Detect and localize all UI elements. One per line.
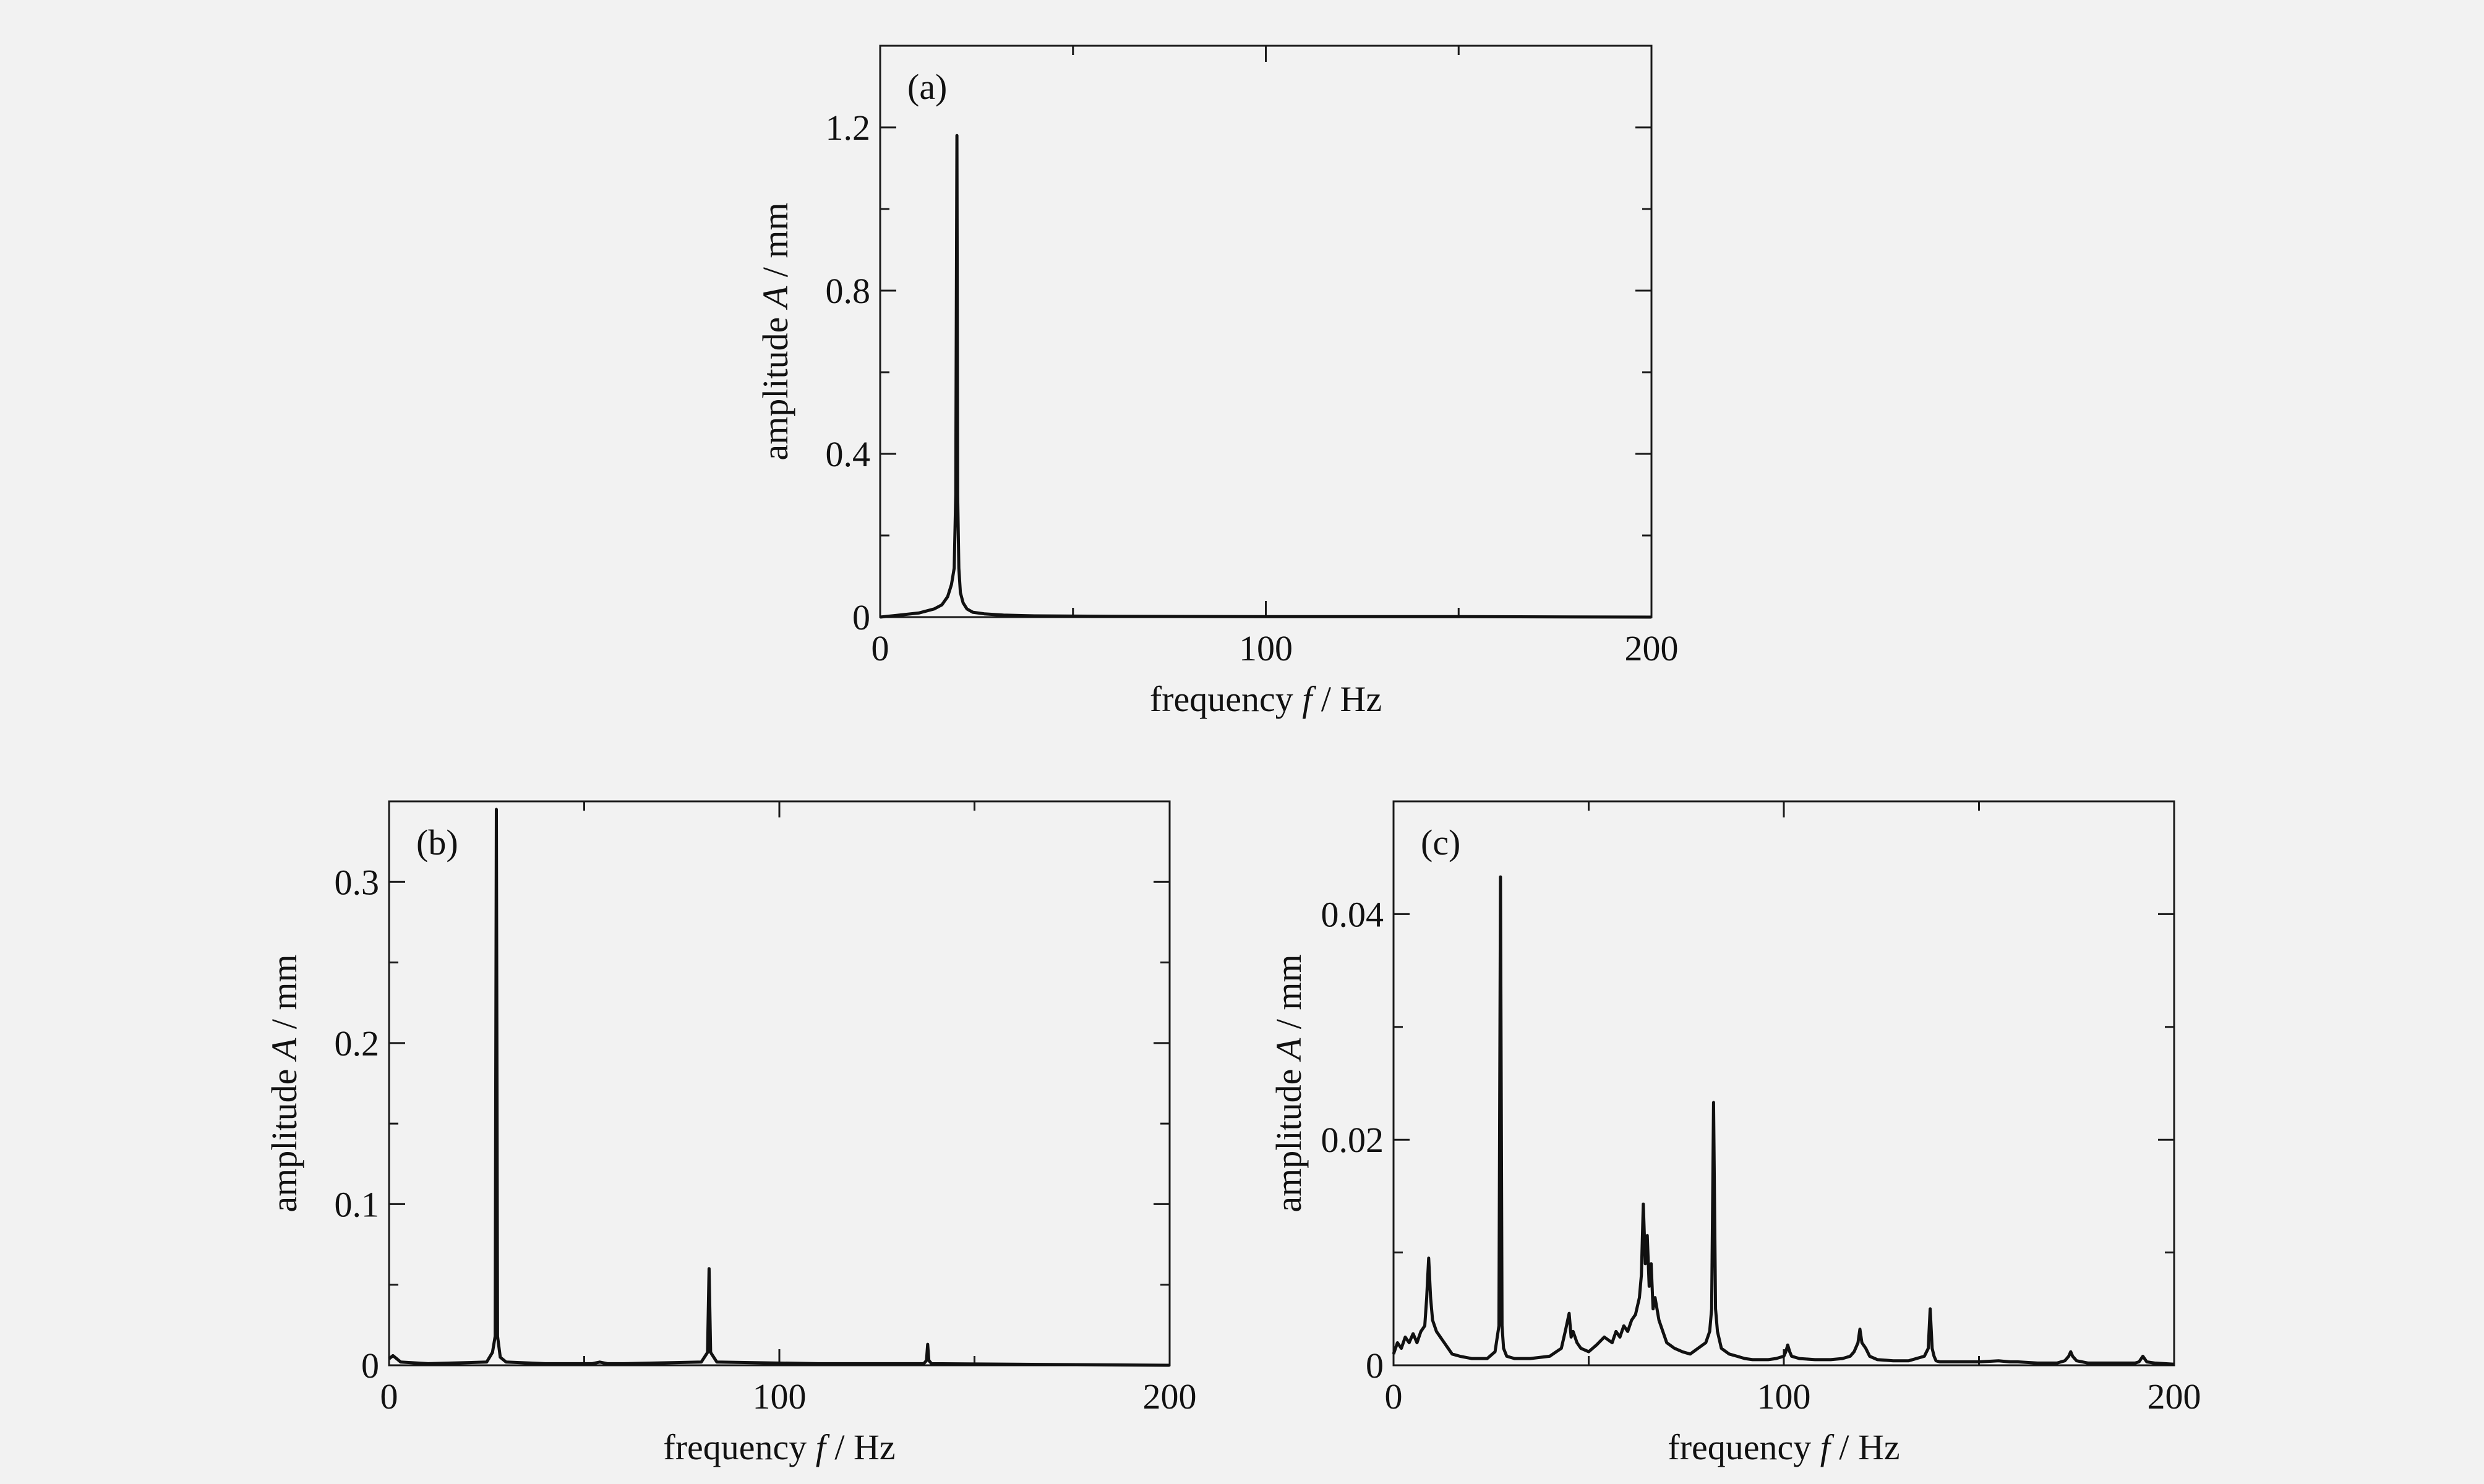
y-axis-label: amplitude A / mm [1269, 954, 1309, 1212]
x-tick-label: 0 [1385, 1376, 1403, 1417]
x-tick-label: 100 [1757, 1376, 1811, 1417]
chart-panel-a: 0 100 200 0 0.4 0.8 1.2 (a) frequency f / Hz ampl… [755, 45, 1679, 719]
x-tick-label: 100 [753, 1376, 807, 1417]
x-tick-label: 200 [1625, 628, 1679, 668]
y-tick-label: 0.4 [826, 434, 871, 474]
plot-frame [1392, 800, 2175, 1367]
y-tick-label: 0.3 [335, 862, 380, 902]
y-tick-label: 0 [1366, 1345, 1384, 1386]
y-axis-label-part: / mm [1269, 954, 1309, 1038]
x-axis-label: frequency f / Hz [1150, 679, 1382, 719]
plot-frame [388, 800, 1171, 1367]
y-tick-label: 0.1 [335, 1184, 380, 1224]
y-axis-label-part: A [755, 286, 795, 310]
y-axis-label-part: amplitude [1269, 1060, 1309, 1212]
y-tick-label: 0 [361, 1345, 379, 1386]
y-axis-label: amplitude A / mm [264, 954, 304, 1212]
x-axis-label-part: / Hz [1312, 679, 1382, 719]
x-axis-label-part: frequency [663, 1427, 815, 1467]
x-axis-label-part: / Hz [826, 1427, 896, 1467]
x-axis-label-part: frequency [1150, 679, 1302, 719]
panel-label: (a) [907, 67, 947, 107]
x-axis-label: frequency f / Hz [1668, 1427, 1899, 1467]
y-axis-label-part: amplitude [755, 308, 795, 460]
x-tick-label: 200 [1143, 1376, 1197, 1417]
y-tick-label: 0.2 [335, 1023, 380, 1064]
y-tick-label: 0 [852, 597, 870, 638]
plot-frame [879, 45, 1653, 618]
y-tick-label: 0.8 [826, 271, 871, 311]
chart-panel-c: 0 100 200 0 0.02 0.04 (c) frequency f / Hz ampli… [1269, 800, 2201, 1467]
data-line [880, 134, 1652, 619]
panel-label: (b) [416, 822, 458, 863]
x-tick-label: 200 [2148, 1376, 2201, 1417]
y-axis-label-part: A [264, 1038, 304, 1062]
x-tick-label: 100 [1239, 628, 1293, 668]
x-axis-label: frequency f / Hz [663, 1427, 895, 1467]
data-line [388, 808, 1170, 1367]
x-tick-label: 0 [872, 628, 889, 668]
y-axis-label-part: amplitude [264, 1060, 304, 1212]
y-axis-label-part: A [1269, 1038, 1309, 1062]
y-tick-label: 1.2 [826, 108, 871, 148]
y-axis-label: amplitude A / mm [755, 202, 795, 460]
panel-label: (c) [1421, 822, 1460, 863]
y-tick-label: 0.02 [1321, 1120, 1384, 1160]
y-axis-label-part: / mm [264, 954, 304, 1038]
y-axis-label-part: / mm [755, 202, 795, 286]
x-axis-label-part: / Hz [1830, 1427, 1900, 1467]
x-tick-label: 0 [380, 1376, 398, 1417]
data-line [1392, 875, 2175, 1366]
y-tick-label: 0.04 [1321, 894, 1384, 934]
chart-panel-b: 0 100 200 0 0.1 0.2 0.3 (b) frequency f / Hz ampl… [264, 800, 1197, 1467]
x-axis-label-part: frequency [1668, 1427, 1820, 1467]
